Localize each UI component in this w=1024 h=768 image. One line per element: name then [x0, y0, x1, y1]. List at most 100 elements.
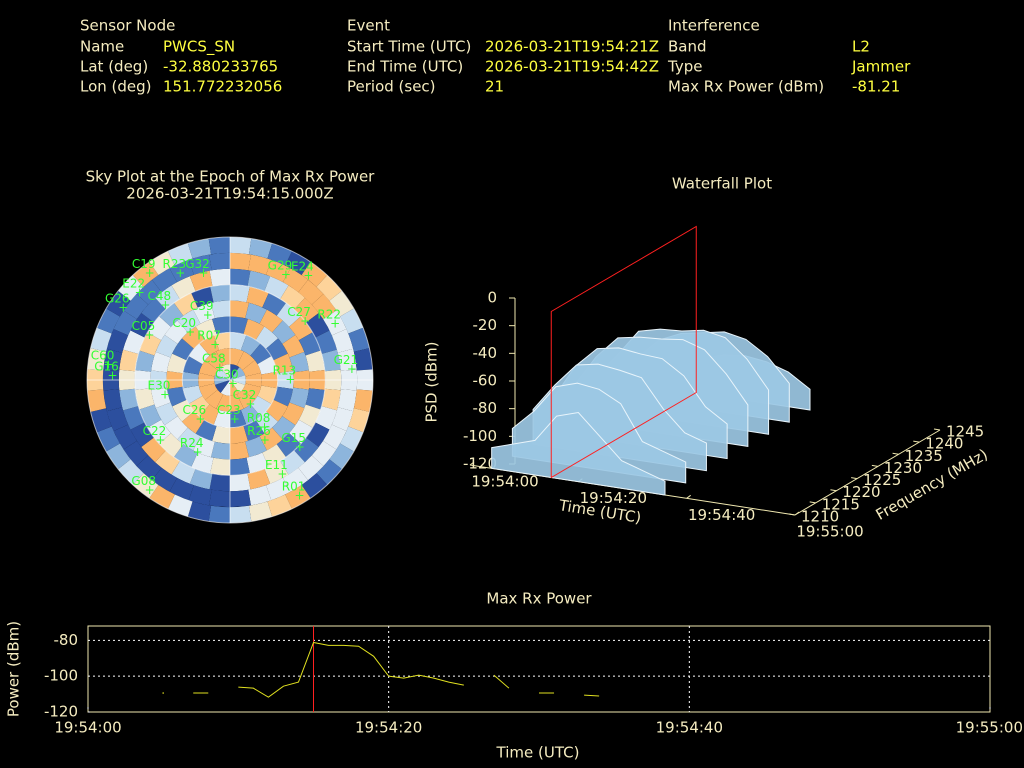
section-title: Interference — [668, 17, 760, 35]
chart-title: Sky Plot at the Epoch of Max Rx Power — [86, 168, 376, 186]
sky-cell — [266, 338, 288, 361]
field-label: Lon (deg) — [80, 78, 152, 96]
power-line — [238, 641, 464, 698]
sky-cell — [191, 286, 214, 308]
satellite-marker: + — [107, 368, 117, 382]
satellite-marker: + — [175, 266, 185, 280]
satellite-marker: + — [295, 440, 305, 454]
sky-cell — [272, 320, 296, 344]
sky-cell — [282, 268, 309, 293]
sky-cell — [230, 380, 240, 396]
sky-cell — [230, 348, 244, 366]
field-value: L2 — [852, 38, 870, 56]
sky-cell — [132, 473, 159, 499]
sky-cell — [329, 290, 354, 317]
plot-frame — [87, 625, 991, 713]
sky-cell — [210, 284, 230, 303]
sky-cell — [208, 505, 230, 523]
sky-cell — [141, 437, 166, 463]
satellite-label: C48 — [148, 289, 172, 303]
sky-cell — [106, 290, 131, 317]
sky-cell — [147, 419, 171, 444]
field-label: Period (sec) — [347, 78, 436, 96]
sky-cell — [209, 252, 230, 271]
sky-cell — [193, 436, 215, 458]
sky-cell — [273, 386, 293, 407]
sky-cell — [214, 367, 230, 380]
sky-cell — [266, 259, 291, 283]
sky-cell — [96, 308, 120, 334]
sky-cell — [230, 489, 251, 508]
sky-cell — [183, 356, 203, 375]
sky-cell — [289, 387, 309, 409]
sky-cell — [169, 477, 194, 501]
satellite-marker: + — [198, 266, 208, 280]
field-label: End Time (UTC) — [347, 58, 463, 76]
sky-cell — [209, 473, 230, 492]
z-tick-label: 0 — [487, 289, 497, 307]
satellite-label: E30 — [148, 379, 171, 393]
z-tick-label: -120 — [463, 455, 497, 473]
sky-cell — [230, 473, 251, 492]
satellite-label: G16 — [94, 359, 119, 373]
satellite-label: C60 — [91, 349, 115, 363]
sky-cell — [276, 302, 301, 327]
satellite-marker: + — [145, 483, 155, 497]
satellite-marker: + — [203, 308, 213, 322]
sky-cell — [230, 300, 250, 319]
satellite-label: E11 — [265, 458, 288, 472]
sky-cell — [188, 343, 210, 365]
sky-cell — [311, 440, 337, 467]
sky-cell — [195, 420, 217, 441]
sky-cell — [266, 399, 288, 422]
sky-cell — [119, 349, 139, 372]
sky-cell — [106, 407, 129, 432]
sky-cell — [282, 334, 305, 358]
satellite-marker: + — [144, 328, 154, 342]
field-value: Jammer — [851, 58, 911, 76]
satellite-marker: + — [260, 433, 270, 447]
satellite-label: R07 — [197, 328, 221, 342]
satellite-marker: + — [245, 397, 255, 411]
satellite-label: G08 — [131, 474, 156, 488]
sky-cell — [337, 348, 357, 371]
sky-cell — [230, 441, 250, 460]
epoch-plane — [550, 225, 697, 479]
sky-cell — [246, 452, 269, 474]
satellite-label: C05 — [132, 319, 156, 333]
sky-cell — [282, 402, 305, 426]
z-tick-label: -100 — [463, 427, 497, 445]
sky-cell — [188, 254, 212, 275]
sky-cell — [259, 309, 283, 333]
satellite-marker: + — [145, 266, 155, 280]
sky-cell — [210, 441, 230, 460]
sky-cell — [230, 364, 240, 380]
sky-cell — [123, 440, 149, 467]
sky-cell — [230, 505, 252, 523]
x-tick-label: 19:54:00 — [54, 719, 121, 737]
y-tick — [892, 452, 899, 455]
x-tick — [686, 494, 691, 499]
satellite-marker: + — [215, 360, 225, 374]
sky-cell — [177, 309, 201, 333]
sky-cell — [87, 389, 107, 412]
sky-cell — [159, 433, 184, 458]
sky-cell — [230, 425, 248, 444]
sky-cell — [164, 416, 188, 440]
satellite-marker: + — [135, 285, 145, 299]
field-value: 2026-03-21T19:54:21Z — [485, 38, 659, 56]
x-tick-label: 19:54:20 — [580, 489, 647, 507]
field-value: 21 — [485, 78, 504, 96]
sky-cell — [353, 389, 373, 412]
z-axis-label: PSD (dBm) — [423, 341, 441, 422]
sky-cell — [315, 330, 337, 354]
sky-cell — [262, 444, 287, 468]
satellite-marker: + — [195, 412, 205, 426]
satellite-marker: + — [303, 268, 313, 282]
sky-cell — [151, 351, 171, 373]
sky-cell — [130, 312, 154, 338]
sky-cell — [245, 302, 267, 324]
sky-cell — [130, 422, 154, 448]
x-axis-label: Time (UTC) — [496, 744, 580, 762]
satellite-marker: + — [347, 362, 357, 376]
